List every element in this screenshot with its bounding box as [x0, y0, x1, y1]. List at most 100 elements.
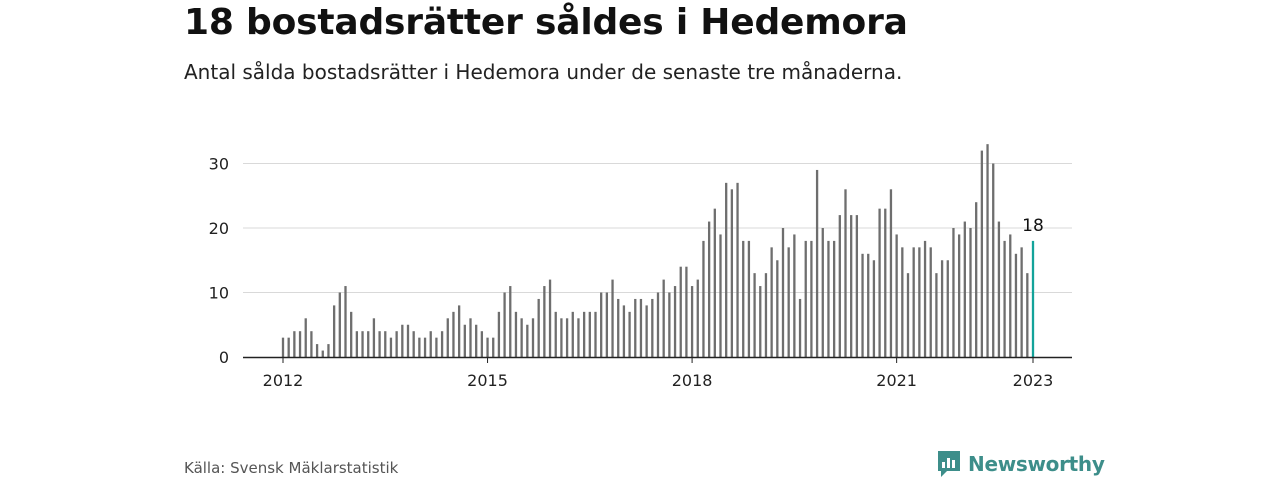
x-axis-ticks: 2012 2015 2018 2021 2023 — [263, 357, 1054, 390]
highlight-bar — [1031, 240, 1035, 357]
bar — [651, 298, 654, 357]
bar — [685, 266, 688, 357]
bar — [304, 318, 307, 357]
x-tick-label: 2015 — [467, 371, 508, 390]
bar — [611, 279, 614, 357]
bar — [901, 247, 904, 357]
bar — [588, 311, 591, 357]
bar — [889, 189, 893, 357]
bar — [321, 350, 324, 357]
bar — [656, 292, 660, 357]
bar — [878, 208, 881, 357]
bar — [401, 324, 404, 357]
bar — [571, 311, 574, 357]
bar — [355, 331, 359, 357]
bar — [747, 240, 751, 357]
bar — [963, 221, 966, 357]
bar — [412, 331, 415, 357]
bar — [287, 337, 290, 357]
bar — [662, 279, 665, 357]
bar — [634, 298, 637, 357]
bar — [867, 253, 870, 357]
bar — [798, 298, 802, 357]
bar — [645, 305, 648, 357]
bar — [696, 279, 699, 357]
bar — [440, 331, 444, 357]
bar — [622, 305, 626, 357]
bar — [1014, 253, 1018, 357]
bar — [929, 247, 932, 357]
bar — [452, 311, 455, 357]
brand-logo[interactable]: Newsworthy — [936, 449, 1105, 479]
bar — [906, 273, 910, 357]
bar — [475, 324, 478, 357]
bar — [980, 150, 984, 357]
bar — [310, 331, 313, 357]
bar — [497, 311, 501, 357]
bar — [997, 221, 1001, 357]
bar — [520, 318, 523, 357]
bar — [815, 169, 819, 357]
highlight-value-label: 18 — [1022, 216, 1044, 236]
bar — [560, 318, 563, 357]
bar — [548, 279, 552, 357]
bar — [367, 331, 370, 357]
bar — [565, 318, 569, 357]
bar — [912, 247, 915, 357]
bar — [469, 318, 472, 357]
bar — [742, 240, 745, 357]
bar — [850, 215, 853, 357]
bar — [935, 273, 938, 357]
bar — [526, 324, 529, 357]
bar — [639, 298, 643, 357]
bar — [332, 305, 336, 357]
bar — [1003, 240, 1006, 357]
source-credit: Källa: Svensk Mäklarstatistik — [184, 459, 399, 477]
x-tick-label: 2023 — [1013, 371, 1054, 390]
bar — [923, 240, 927, 357]
y-tick-label: 30 — [209, 155, 229, 174]
brand-name: Newsworthy — [968, 452, 1105, 476]
x-tick-label: 2018 — [672, 371, 713, 390]
bar — [628, 311, 631, 357]
bar — [480, 331, 484, 357]
bar — [372, 318, 376, 357]
bar — [810, 240, 813, 357]
bar — [435, 337, 438, 357]
bar — [429, 331, 432, 357]
bar — [1020, 247, 1023, 357]
bar — [872, 260, 876, 357]
bar — [844, 189, 847, 357]
bar — [344, 286, 347, 357]
bar — [821, 228, 824, 357]
bar — [969, 228, 972, 357]
bar — [503, 292, 506, 357]
bar — [395, 331, 398, 357]
bar — [884, 208, 887, 357]
bar — [793, 234, 796, 357]
bar — [486, 337, 489, 357]
bar — [702, 240, 705, 357]
newsworthy-logo-icon — [938, 451, 960, 477]
bar — [804, 240, 807, 357]
bar — [298, 331, 302, 357]
bar — [781, 228, 785, 357]
bar — [946, 260, 949, 357]
bar — [759, 286, 762, 357]
bar — [617, 298, 620, 357]
bar — [463, 324, 466, 357]
bar — [406, 324, 410, 357]
bar — [509, 286, 512, 357]
bar — [730, 189, 734, 357]
bar — [418, 337, 421, 357]
bar — [446, 318, 449, 357]
bar — [918, 247, 921, 357]
y-tick-label: 20 — [209, 219, 229, 238]
bar — [940, 260, 944, 357]
bar — [725, 182, 728, 357]
bar — [719, 234, 722, 357]
bar — [895, 234, 898, 357]
bar — [543, 286, 546, 357]
bar — [293, 331, 296, 357]
